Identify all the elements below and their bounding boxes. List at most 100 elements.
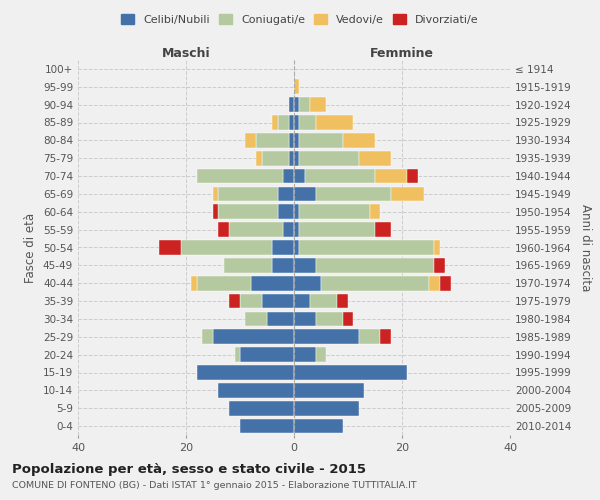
Bar: [391, 186, 424, 201]
Bar: [272, 115, 278, 130]
Bar: [299, 133, 343, 148]
Bar: [359, 151, 391, 166]
Bar: [440, 276, 451, 290]
Bar: [294, 383, 364, 398]
Text: Femmine: Femmine: [370, 47, 434, 60]
Bar: [294, 80, 299, 94]
Bar: [229, 401, 294, 415]
Text: Maschi: Maschi: [161, 47, 211, 60]
Bar: [197, 365, 294, 380]
Bar: [407, 168, 418, 184]
Bar: [197, 168, 283, 184]
Bar: [305, 168, 375, 184]
Bar: [316, 348, 326, 362]
Bar: [262, 294, 294, 308]
Bar: [289, 115, 294, 130]
Bar: [213, 330, 294, 344]
Bar: [218, 186, 278, 201]
Bar: [299, 222, 375, 237]
Bar: [370, 204, 380, 219]
Bar: [197, 276, 251, 290]
Bar: [181, 240, 272, 255]
Bar: [343, 133, 375, 148]
Bar: [229, 222, 283, 237]
Bar: [294, 348, 316, 362]
Bar: [343, 312, 353, 326]
Bar: [272, 258, 294, 272]
Bar: [283, 222, 294, 237]
Bar: [294, 401, 359, 415]
Bar: [159, 240, 181, 255]
Bar: [316, 115, 353, 130]
Bar: [375, 168, 407, 184]
Bar: [294, 133, 299, 148]
Bar: [294, 294, 310, 308]
Bar: [229, 294, 240, 308]
Bar: [278, 115, 289, 130]
Bar: [310, 294, 337, 308]
Bar: [256, 151, 262, 166]
Bar: [224, 258, 272, 272]
Bar: [294, 276, 321, 290]
Bar: [294, 258, 316, 272]
Bar: [294, 330, 359, 344]
Bar: [256, 133, 289, 148]
Bar: [218, 383, 294, 398]
Bar: [294, 419, 343, 434]
Bar: [294, 365, 407, 380]
Bar: [278, 186, 294, 201]
Bar: [294, 222, 299, 237]
Bar: [235, 348, 240, 362]
Bar: [294, 186, 316, 201]
Y-axis label: Fasce di età: Fasce di età: [25, 212, 37, 282]
Bar: [434, 240, 440, 255]
Bar: [240, 419, 294, 434]
Bar: [278, 204, 294, 219]
Bar: [267, 312, 294, 326]
Bar: [294, 240, 299, 255]
Bar: [218, 222, 229, 237]
Bar: [202, 330, 213, 344]
Bar: [294, 168, 305, 184]
Bar: [375, 222, 391, 237]
Bar: [299, 204, 370, 219]
Bar: [299, 151, 359, 166]
Bar: [299, 98, 310, 112]
Bar: [245, 133, 256, 148]
Bar: [359, 330, 380, 344]
Bar: [213, 204, 218, 219]
Bar: [218, 204, 278, 219]
Bar: [251, 276, 294, 290]
Bar: [316, 258, 434, 272]
Legend: Celibi/Nubili, Coniugati/e, Vedovi/e, Divorziati/e: Celibi/Nubili, Coniugati/e, Vedovi/e, Di…: [118, 10, 482, 28]
Bar: [294, 98, 299, 112]
Bar: [191, 276, 197, 290]
Bar: [316, 186, 391, 201]
Bar: [272, 240, 294, 255]
Y-axis label: Anni di nascita: Anni di nascita: [578, 204, 592, 291]
Bar: [289, 133, 294, 148]
Bar: [337, 294, 348, 308]
Text: Popolazione per età, sesso e stato civile - 2015: Popolazione per età, sesso e stato civil…: [12, 462, 366, 475]
Bar: [240, 348, 294, 362]
Bar: [294, 204, 299, 219]
Bar: [380, 330, 391, 344]
Bar: [240, 294, 262, 308]
Bar: [316, 312, 343, 326]
Bar: [213, 186, 218, 201]
Bar: [289, 98, 294, 112]
Bar: [283, 168, 294, 184]
Bar: [294, 151, 299, 166]
Bar: [294, 312, 316, 326]
Bar: [245, 312, 267, 326]
Bar: [262, 151, 289, 166]
Bar: [429, 276, 440, 290]
Bar: [434, 258, 445, 272]
Bar: [321, 276, 429, 290]
Bar: [294, 115, 299, 130]
Text: COMUNE DI FONTENO (BG) - Dati ISTAT 1° gennaio 2015 - Elaborazione TUTTITALIA.IT: COMUNE DI FONTENO (BG) - Dati ISTAT 1° g…: [12, 481, 416, 490]
Bar: [299, 115, 316, 130]
Bar: [289, 151, 294, 166]
Bar: [299, 240, 434, 255]
Bar: [310, 98, 326, 112]
